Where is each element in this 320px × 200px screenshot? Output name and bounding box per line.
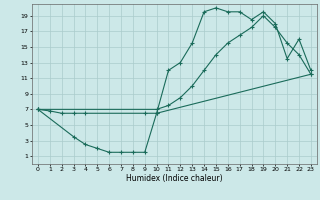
X-axis label: Humidex (Indice chaleur): Humidex (Indice chaleur) — [126, 174, 223, 183]
